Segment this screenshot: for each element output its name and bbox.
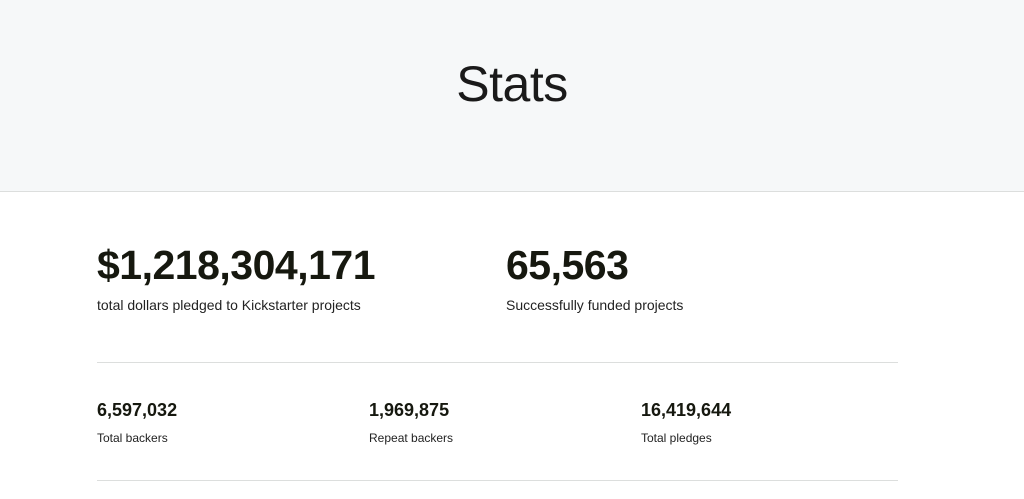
stat-funded-projects: 65,563 Successfully funded projects [506, 242, 683, 314]
stat-repeat-backers: 1,969,875 Repeat backers [369, 400, 453, 446]
stat-value: 16,419,644 [641, 400, 732, 420]
stat-label: Successfully funded projects [506, 297, 684, 313]
page-title: Stats [456, 56, 568, 112]
stat-total-backers: 6,597,032 Total backers [97, 400, 177, 446]
stat-label: total dollars pledged to Kickstarter pro… [97, 297, 361, 313]
stat-label: Repeat backers [369, 431, 454, 445]
stat-value: 6,597,032 [97, 400, 178, 420]
stat-value: $1,218,304,171 [97, 242, 376, 288]
stat-label: Total backers [97, 431, 168, 445]
stat-label: Total pledges [641, 431, 712, 445]
stats-hero: Stats [0, 0, 1024, 192]
section-divider [97, 480, 898, 481]
stat-total-dollars-pledged: $1,218,304,171 total dollars pledged to … [97, 242, 376, 314]
stat-value: 65,563 [506, 242, 629, 288]
stats-content: $1,218,304,171 total dollars pledged to … [0, 192, 1024, 499]
stat-total-pledges: 16,419,644 Total pledges [641, 400, 731, 446]
section-divider [97, 362, 898, 363]
stat-value: 1,969,875 [369, 400, 450, 420]
